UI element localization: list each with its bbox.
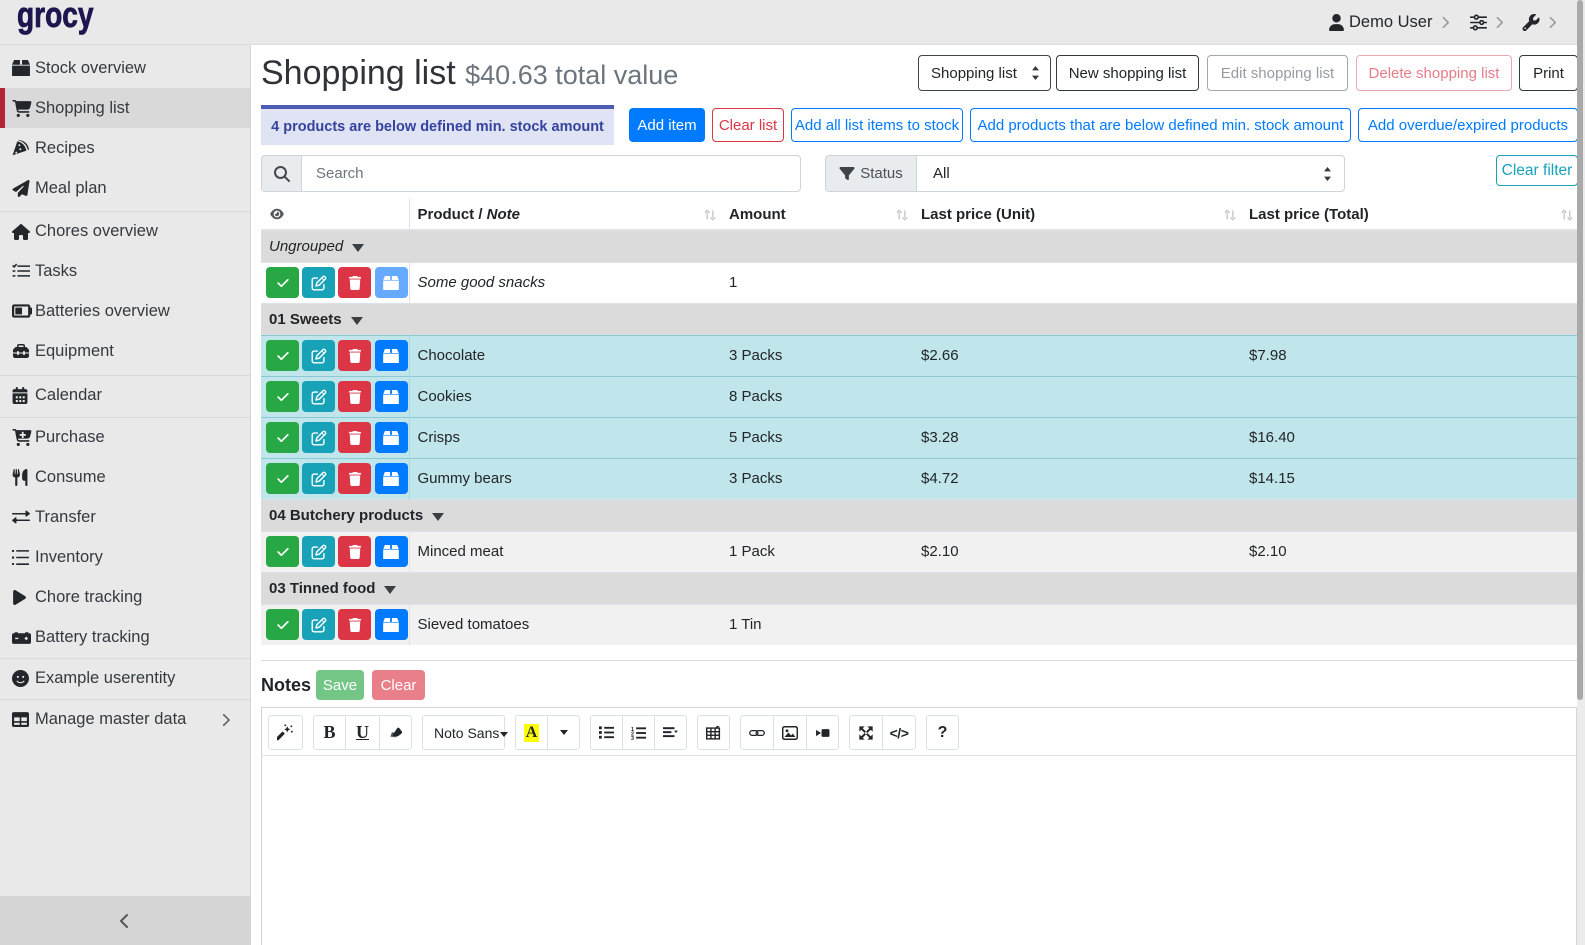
svg-text:3: 3 [631, 736, 634, 740]
svg-text:2: 2 [631, 731, 634, 737]
svg-text:1: 1 [631, 726, 634, 732]
